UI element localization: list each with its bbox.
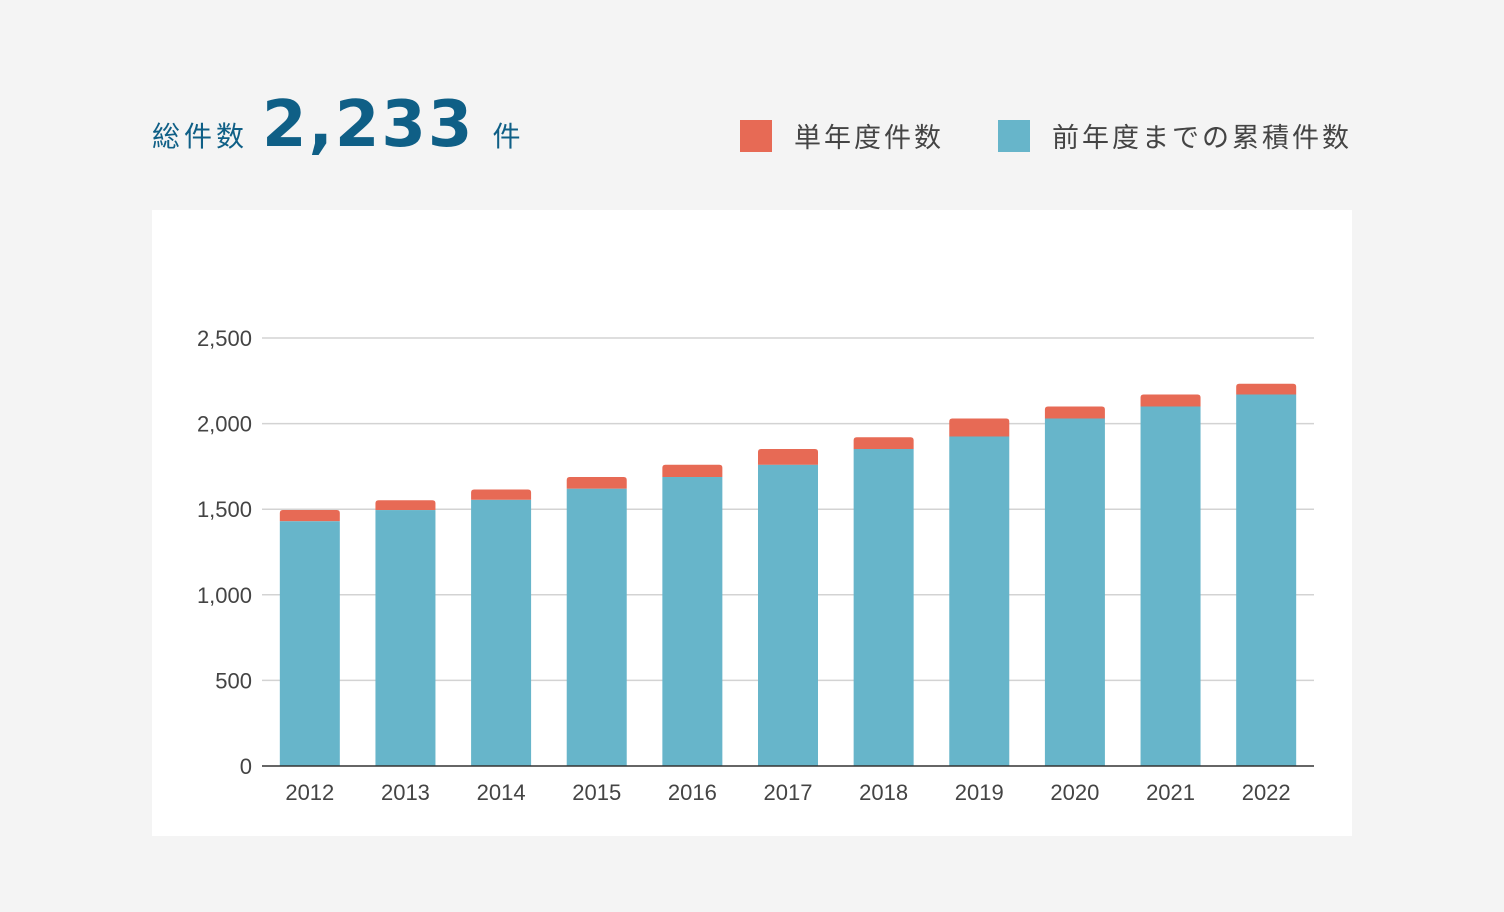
total-count: 総件数 2,233 件 bbox=[152, 88, 520, 162]
y-tick-label: 2,000 bbox=[197, 412, 252, 437]
bar-cumulative bbox=[375, 510, 436, 766]
x-tick-label: 2018 bbox=[859, 780, 908, 805]
total-unit: 件 bbox=[492, 120, 521, 153]
bar-cumulative bbox=[758, 464, 818, 766]
legend-swatch-cumulative bbox=[998, 119, 1030, 152]
legend-label-annual: 単年度件数 bbox=[794, 123, 944, 154]
bar-annual bbox=[566, 477, 627, 489]
legend-label-cumulative: 前年度までの累積件数 bbox=[1052, 123, 1352, 154]
bar-annual bbox=[853, 437, 914, 449]
x-tick-label: 2014 bbox=[477, 780, 526, 805]
legend-item-annual: 単年度件数 bbox=[740, 116, 944, 155]
y-tick-label: 0 bbox=[240, 754, 252, 779]
x-tick-label: 2016 bbox=[668, 780, 717, 805]
bar-cumulative bbox=[566, 488, 627, 766]
bar-annual bbox=[471, 489, 532, 500]
bar-cumulative bbox=[853, 448, 914, 766]
bar-cumulative bbox=[949, 436, 1010, 766]
chart-legend: 単年度件数 前年度までの累積件数 bbox=[740, 116, 1352, 155]
legend-swatch-annual bbox=[740, 119, 772, 152]
bar-cumulative bbox=[279, 521, 340, 766]
bar-cumulative bbox=[1236, 394, 1297, 766]
bar-annual bbox=[758, 448, 818, 465]
y-tick-label: 1,500 bbox=[197, 497, 252, 522]
x-tick-label: 2017 bbox=[764, 780, 813, 805]
stacked-bar-chart: 0 500 1,000 1,500 2,000 2,500 2012 2013 2014 2015… bbox=[197, 326, 1314, 805]
bar-cumulative bbox=[1140, 406, 1201, 766]
x-tick-label: 2020 bbox=[1050, 780, 1099, 805]
bar-annual bbox=[1044, 406, 1105, 419]
bar-annual bbox=[375, 500, 436, 511]
y-tick-label: 500 bbox=[215, 668, 252, 693]
bar-annual bbox=[662, 464, 723, 478]
y-tick-label: 1,000 bbox=[197, 583, 252, 608]
bar-cumulative bbox=[471, 499, 532, 766]
total-label: 総件数 bbox=[152, 120, 249, 153]
x-tick-label: 2022 bbox=[1242, 780, 1291, 805]
y-tick-label: 2,500 bbox=[197, 326, 252, 351]
bar-cumulative bbox=[662, 477, 723, 766]
bar-annual bbox=[1236, 383, 1297, 395]
x-tick-label: 2021 bbox=[1146, 780, 1195, 805]
bar-cumulative bbox=[1044, 418, 1105, 766]
legend-item-cumulative: 前年度までの累積件数 bbox=[998, 116, 1352, 155]
bar-annual bbox=[279, 510, 340, 522]
bar-annual bbox=[1140, 394, 1201, 407]
bar-annual bbox=[949, 418, 1010, 437]
x-tick-label: 2015 bbox=[572, 780, 621, 805]
x-tick-label: 2019 bbox=[955, 780, 1004, 805]
chart-panel: 0 500 1,000 1,500 2,000 2,500 2012 2013 2014 2015… bbox=[152, 210, 1352, 836]
x-tick-label: 2013 bbox=[381, 780, 430, 805]
total-value: 2,233 bbox=[262, 88, 475, 162]
x-tick-label: 2012 bbox=[285, 780, 334, 805]
